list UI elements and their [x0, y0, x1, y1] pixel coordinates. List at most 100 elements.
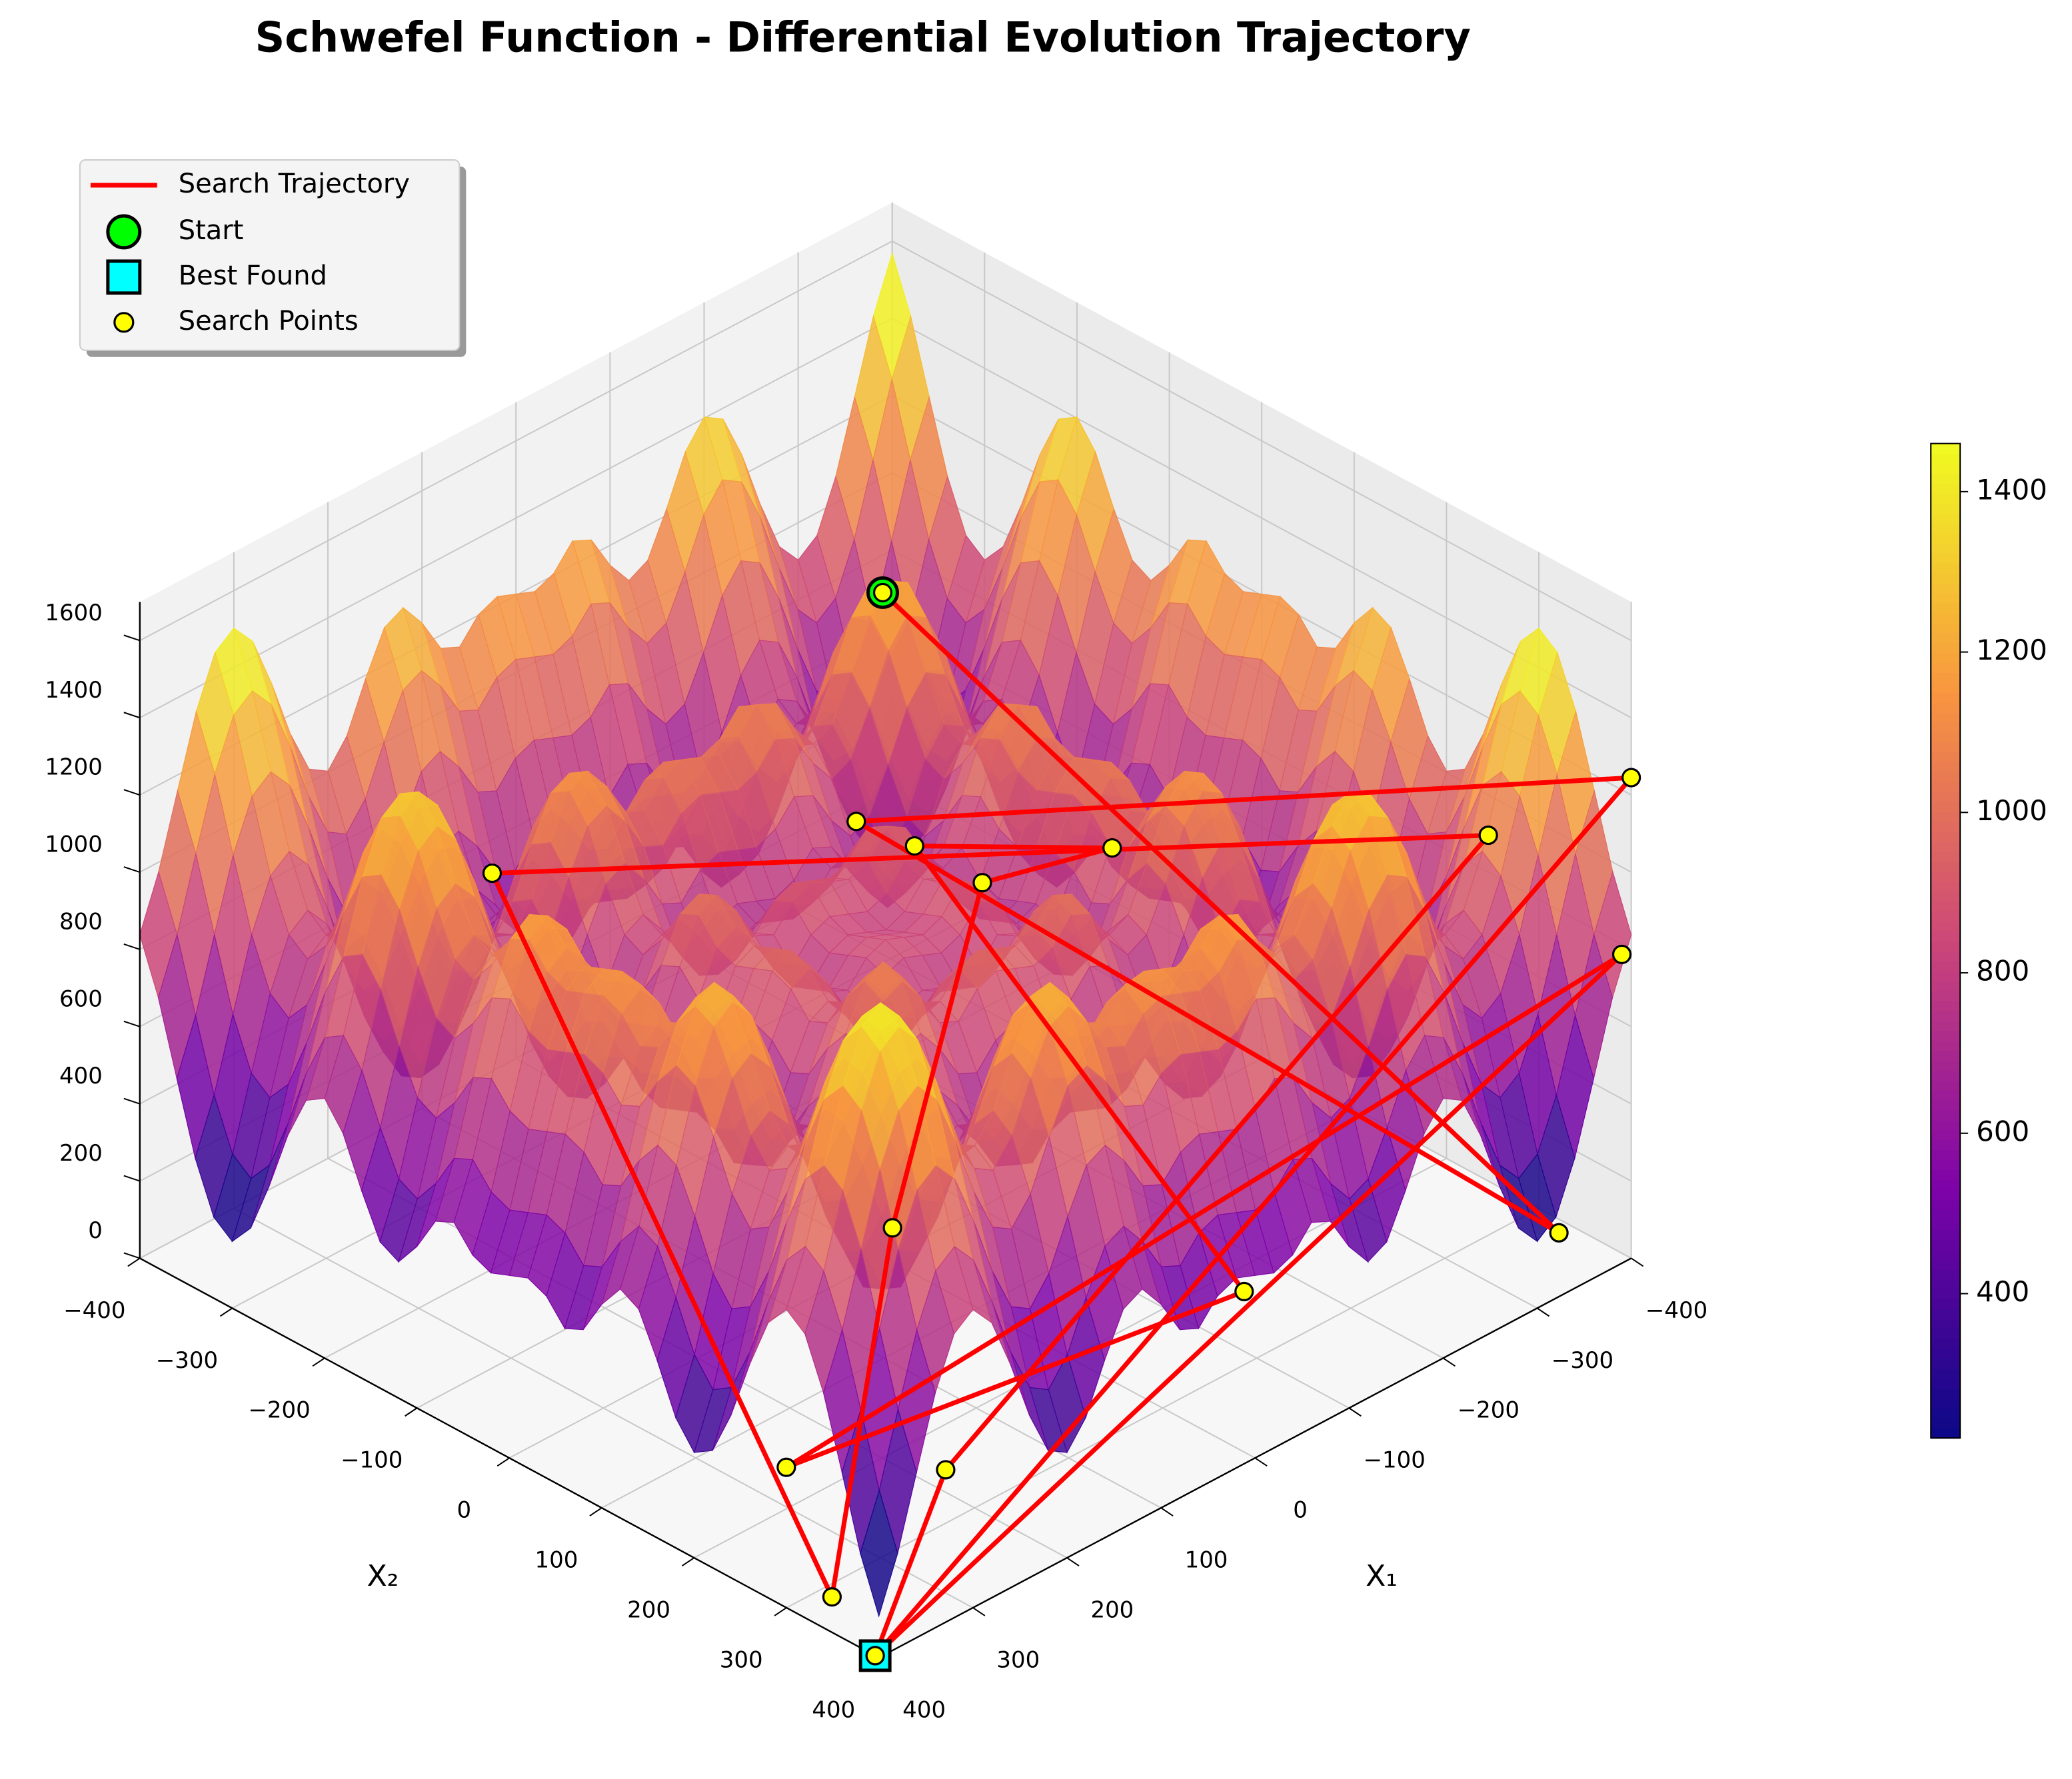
colorbar-segment — [1931, 911, 1961, 922]
y-tick-label: 0 — [457, 1497, 472, 1524]
z-tick-label: 600 — [59, 985, 103, 1012]
colorbar-segment — [1931, 1319, 1961, 1330]
x-tick — [1160, 1507, 1174, 1516]
colorbar-segment — [1931, 542, 1961, 554]
colorbar-segment — [1931, 682, 1961, 693]
colorbar-segment — [1931, 602, 1961, 614]
colorbar-segment — [1931, 1428, 1961, 1439]
colorbar-segment — [1931, 960, 1961, 971]
colorbar-segment — [1931, 1089, 1961, 1101]
z-tick — [123, 712, 141, 719]
colorbar-segment — [1931, 742, 1961, 753]
colorbar-segment — [1931, 970, 1961, 981]
colorbar-segment — [1931, 881, 1961, 892]
colorbar-tick-label: 1400 — [1976, 473, 2047, 506]
colorbar-segment — [1931, 493, 1961, 504]
colorbar-segment — [1931, 1169, 1961, 1181]
z-tick — [123, 789, 141, 796]
colorbar-segment — [1931, 1378, 1961, 1389]
surface-face — [860, 1488, 898, 1618]
x-tick-label: 300 — [996, 1646, 1040, 1673]
colorbar-segment — [1931, 622, 1961, 634]
search-point — [482, 863, 503, 884]
z-tick — [123, 1097, 141, 1105]
colorbar-segment — [1931, 901, 1961, 912]
colorbar-segment — [1931, 782, 1961, 793]
colorbar-segment — [1931, 712, 1961, 723]
colorbar-segment — [1931, 1159, 1961, 1171]
y-tick-label: −300 — [156, 1347, 218, 1374]
colorbar-segment — [1931, 572, 1961, 584]
colorbar-segment — [1931, 1069, 1961, 1081]
z-tick-label: 1200 — [45, 754, 102, 781]
colorbar-segment — [1931, 792, 1961, 802]
colorbar-segment — [1931, 801, 1961, 812]
colorbar-segment — [1931, 1338, 1961, 1349]
x-axis-label: X₁ — [1366, 1559, 1398, 1593]
colorbar-segment — [1931, 1149, 1961, 1161]
y-tick-label: 400 — [812, 1696, 855, 1723]
colorbar-segment — [1931, 662, 1961, 673]
search-point — [1478, 825, 1498, 846]
colorbar-segment — [1931, 1099, 1961, 1111]
colorbar-segment — [1931, 990, 1961, 1001]
search-point — [846, 812, 866, 832]
x-tick-label: −400 — [1645, 1297, 1707, 1324]
search-point — [822, 1587, 842, 1607]
x-tick-label: 400 — [902, 1696, 946, 1723]
x-tick — [972, 1607, 986, 1616]
colorbar-segment — [1931, 831, 1961, 842]
colorbar-segment — [1931, 1249, 1961, 1260]
colorbar-segment — [1931, 841, 1961, 852]
colorbar-segment — [1931, 503, 1961, 514]
colorbar-tick-label: 800 — [1976, 955, 2029, 987]
legend-marker — [106, 259, 142, 295]
colorbar-segment — [1931, 1368, 1961, 1379]
colorbar-segment — [1931, 950, 1961, 961]
search-point — [1234, 1281, 1254, 1302]
colorbar-segment — [1931, 1010, 1961, 1021]
search-point — [882, 1218, 902, 1238]
legend-label: Search Points — [179, 306, 359, 336]
y-tick — [681, 1557, 695, 1566]
colorbar-segment — [1931, 1408, 1961, 1419]
x-tick-label: −200 — [1458, 1397, 1520, 1424]
z-tick-label: 1000 — [45, 832, 102, 858]
grid-line — [892, 241, 1632, 642]
y-tick-label: −200 — [248, 1397, 310, 1424]
legend-label: Start — [179, 215, 244, 246]
colorbar-segment — [1931, 732, 1961, 743]
colorbar-segment — [1931, 1119, 1961, 1131]
axes-front: −400 −300 −200 −100 0 100 200 300 400 −400 −300 −20… — [45, 600, 1707, 1723]
colorbar-segment — [1931, 562, 1961, 574]
legend-label: Search Trajectory — [179, 169, 410, 199]
search-point — [972, 873, 992, 893]
colorbar-segment — [1931, 1179, 1961, 1191]
grid-line — [786, 1207, 1540, 1608]
x-tick-label: 200 — [1090, 1596, 1134, 1623]
x-tick-label: 0 — [1293, 1497, 1308, 1524]
x-tick — [1254, 1457, 1268, 1467]
colorbar-segment — [1931, 632, 1961, 644]
colorbar-segment — [1931, 1418, 1961, 1429]
search-point — [1102, 838, 1122, 858]
colorbar-segment — [1931, 1348, 1961, 1359]
grid-line — [139, 241, 893, 642]
x-tick — [1442, 1357, 1456, 1367]
colorbar-segment — [1931, 1398, 1961, 1409]
colorbar-segment — [1931, 652, 1961, 664]
colorbar-segment — [1931, 1050, 1961, 1061]
x-tick-label: 100 — [1185, 1547, 1228, 1574]
colorbar-segment — [1931, 1199, 1961, 1210]
colorbar-segment — [1931, 1129, 1961, 1141]
colorbar-segment — [1931, 1239, 1961, 1250]
colorbar-segment — [1931, 513, 1961, 524]
colorbar-segment — [1931, 473, 1961, 484]
colorbar-segment — [1931, 980, 1961, 991]
z-tick — [123, 943, 141, 950]
colorbar-segment — [1931, 921, 1961, 931]
y-tick — [312, 1357, 325, 1367]
colorbar-segment — [1931, 552, 1961, 564]
colorbar-segment — [1931, 453, 1961, 464]
y-tick-label: 300 — [720, 1646, 763, 1673]
